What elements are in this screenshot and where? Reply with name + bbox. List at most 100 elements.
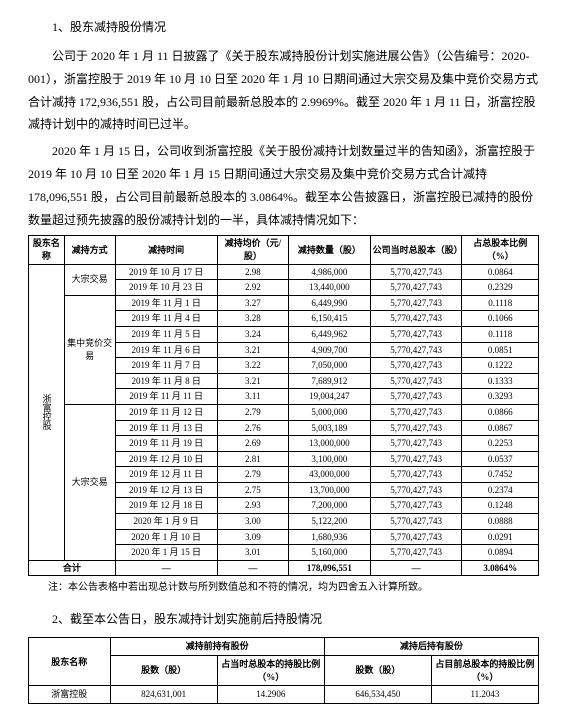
table-row: 浙富控股大宗交易2019 年 10 月 17 日2.984,986,0005,7… <box>29 264 539 280</box>
cell-date: 2019 年 11 月 4 日 <box>115 311 217 327</box>
cell-price: 3.09 <box>217 529 288 545</box>
cell-qty: 4,909,700 <box>289 342 371 358</box>
cell-date: 2019 年 11 月 11 日 <box>115 389 217 405</box>
cell-pct: 0.0894 <box>462 545 539 561</box>
cell-date: 2019 年 12 月 11 日 <box>115 467 217 483</box>
cell-price: 3.21 <box>217 342 288 358</box>
cell-price: 2.75 <box>217 482 288 498</box>
section1-para2: 2020 年 1 月 15 日，公司收到浙富控股《关于股份减持计划数量过半的告知… <box>28 140 539 231</box>
cell-shareholder: 浙富控股 <box>29 264 65 560</box>
cell-qty: 5,160,000 <box>289 545 371 561</box>
cell-method: 集中竞价交易 <box>64 295 115 404</box>
cell-price: 3.01 <box>217 545 288 561</box>
cell-qty: 7,200,000 <box>289 498 371 514</box>
cell-qty: 3,100,000 <box>289 451 371 467</box>
section1-title: 1、股东减持股份情况 <box>28 18 539 35</box>
table-row: 集中竞价交易2019 年 11 月 1 日3.276,449,9905,770,… <box>29 295 539 311</box>
cell-price: 3.11 <box>217 389 288 405</box>
cell-pct: 0.1118 <box>462 295 539 311</box>
cell-date: 2019 年 11 月 19 日 <box>115 436 217 452</box>
cell-pct: 0.0291 <box>462 529 539 545</box>
cell-qty: 13,440,000 <box>289 280 371 296</box>
cell-total: 178,096,551 <box>289 560 371 576</box>
cell-total: — <box>115 560 217 576</box>
cell-pct: 0.1248 <box>462 498 539 514</box>
cell-qty: 6,150,415 <box>289 311 371 327</box>
cell-pct: 0.3293 <box>462 389 539 405</box>
cell-date: 2020 年 1 月 15 日 <box>115 545 217 561</box>
cell-pct: 0.2253 <box>462 436 539 452</box>
cell-total: — <box>370 560 462 576</box>
th2-after-shares: 股数（股） <box>324 656 431 686</box>
cell-price: 3.22 <box>217 358 288 374</box>
cell-cap: 5,770,427,743 <box>370 514 462 530</box>
cell-method: 大宗交易 <box>64 264 115 295</box>
cell-cap: 5,770,427,743 <box>370 342 462 358</box>
table-total-row: 合计——178,096,551—3.0864% <box>29 560 539 576</box>
cell-cap: 5,770,427,743 <box>370 295 462 311</box>
cell-qty: 19,004,247 <box>289 389 371 405</box>
cell-method: 大宗交易 <box>64 404 115 560</box>
cell-price: 2.76 <box>217 420 288 436</box>
cell-price: 3.28 <box>217 311 288 327</box>
th-shareholder: 股东名称 <box>29 236 65 264</box>
cell-cap: 5,770,427,743 <box>370 358 462 374</box>
cell-qty: 7,689,912 <box>289 373 371 389</box>
cell-qty: 4,986,000 <box>289 264 371 280</box>
cell-pct: 0.7452 <box>462 467 539 483</box>
cell-qty: 13,700,000 <box>289 482 371 498</box>
cell-cap: 5,770,427,743 <box>370 420 462 436</box>
cell-cap: 5,770,427,743 <box>370 467 462 483</box>
cell-pct: 0.1118 <box>462 326 539 342</box>
cell-date: 2019 年 12 月 10 日 <box>115 451 217 467</box>
cell-cap: 5,770,427,743 <box>370 482 462 498</box>
cell-date: 2019 年 12 月 13 日 <box>115 482 217 498</box>
cell-qty: 5,000,000 <box>289 404 371 420</box>
cell-cap: 5,770,427,743 <box>370 498 462 514</box>
th2-after: 减持后持有股份 <box>324 638 538 656</box>
table-row: 大宗交易2019 年 11 月 12 日2.795,000,0005,770,4… <box>29 404 539 420</box>
th-pct: 占总股本比例（%） <box>462 236 539 264</box>
section2-title: 2、截至本公告日，股东减持计划实施前后持股情况 <box>28 610 539 627</box>
cell-price: 2.81 <box>217 451 288 467</box>
cell-date: 2019 年 10 月 17 日 <box>115 264 217 280</box>
t2-after-shares: 646,534,450 <box>324 686 431 704</box>
cell-qty: 1,680,936 <box>289 529 371 545</box>
cell-total: 3.0864% <box>462 560 539 576</box>
cell-date: 2019 年 11 月 5 日 <box>115 326 217 342</box>
cell-cap: 5,770,427,743 <box>370 326 462 342</box>
table-note: 注：本公告表格中若出现总计数与所列数值总和不符的情况，均为四舍五入计算所致。 <box>28 580 539 596</box>
cell-cap: 5,770,427,743 <box>370 529 462 545</box>
table-header-row: 股东名称 减持方式 减持时间 减持均价（元/股） 减持数量（股） 公司当时总股本… <box>29 236 539 264</box>
th-cap: 公司当时总股本（股） <box>370 236 462 264</box>
cell-price: 3.21 <box>217 373 288 389</box>
cell-cap: 5,770,427,743 <box>370 545 462 561</box>
section1-para1: 公司于 2020 年 1 月 11 日披露了《关于股东减持股份计划实施进展公告》… <box>28 45 539 136</box>
cell-cap: 5,770,427,743 <box>370 389 462 405</box>
th2-before: 减持前持有股份 <box>110 638 324 656</box>
cell-cap: 5,770,427,743 <box>370 436 462 452</box>
t2-before-pct: 14.2906 <box>217 686 324 704</box>
cell-price: 2.79 <box>217 404 288 420</box>
cell-date: 2019 年 11 月 12 日 <box>115 404 217 420</box>
th2-after-pct: 占目前总股本的持股比例（%） <box>431 656 538 686</box>
cell-cap: 5,770,427,743 <box>370 264 462 280</box>
cell-cap: 5,770,427,743 <box>370 451 462 467</box>
t2-before-shares: 824,631,001 <box>110 686 217 704</box>
cell-date: 2019 年 11 月 8 日 <box>115 373 217 389</box>
th-date: 减持时间 <box>115 236 217 264</box>
cell-date: 2019 年 11 月 6 日 <box>115 342 217 358</box>
cell-price: 2.79 <box>217 467 288 483</box>
cell-price: 2.69 <box>217 436 288 452</box>
cell-pct: 0.0867 <box>462 420 539 436</box>
cell-pct: 0.0866 <box>462 404 539 420</box>
cell-pct: 0.0537 <box>462 451 539 467</box>
th-method: 减持方式 <box>64 236 115 264</box>
cell-price: 3.00 <box>217 514 288 530</box>
cell-pct: 0.1333 <box>462 373 539 389</box>
table2-row: 浙富控股 824,631,001 14.2906 646,534,450 11.… <box>29 686 539 704</box>
cell-pct: 0.0851 <box>462 342 539 358</box>
cell-qty: 6,449,962 <box>289 326 371 342</box>
cell-date: 2019 年 10 月 23 日 <box>115 280 217 296</box>
cell-date: 2020 年 1 月 10 日 <box>115 529 217 545</box>
